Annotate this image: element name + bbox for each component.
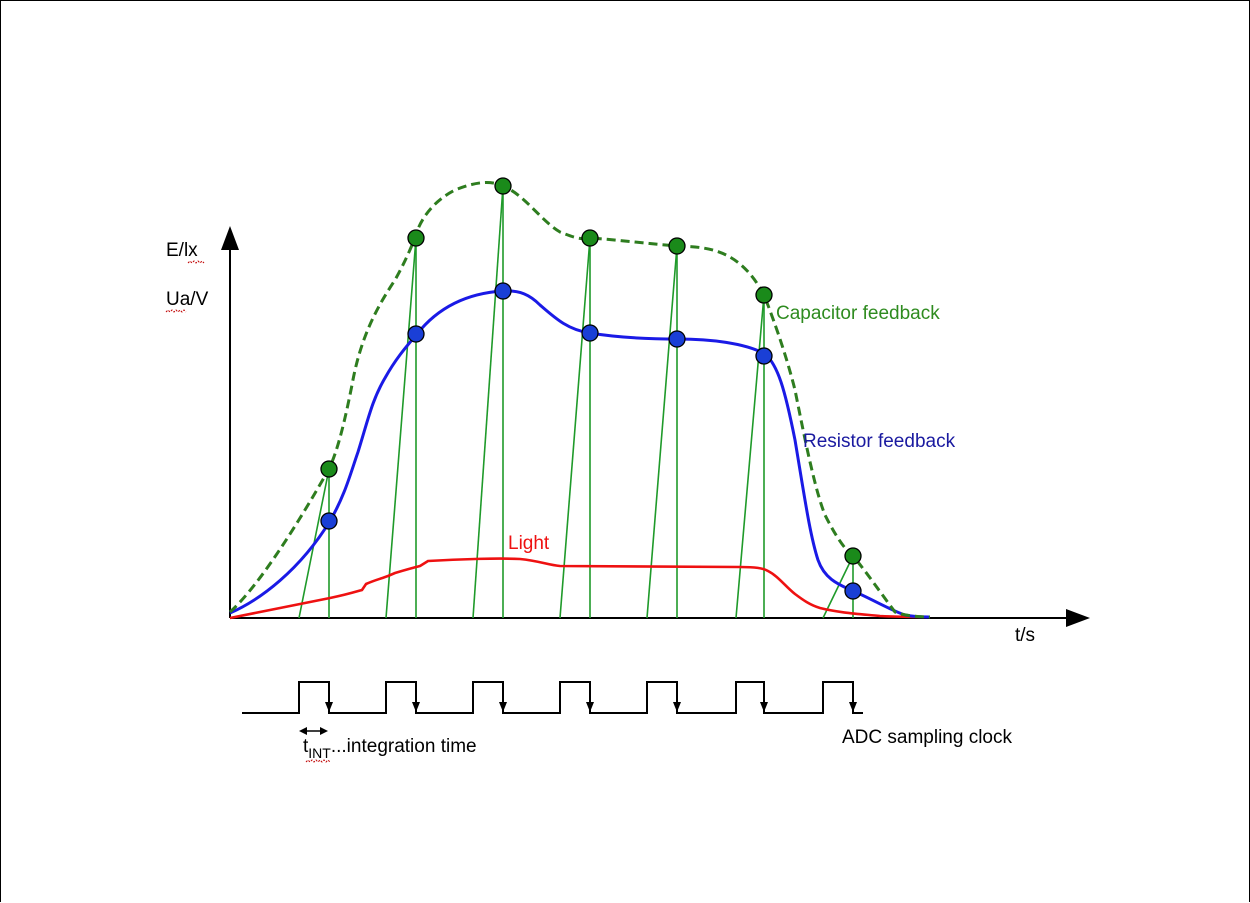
- y-axis-arrowhead: [221, 226, 239, 250]
- light-label: Light: [508, 533, 550, 554]
- clock-edge-arrow: [760, 702, 768, 712]
- sample-marker-blue: [668, 330, 686, 348]
- integration-ramp: [559, 237, 591, 619]
- sample-marker-blue: [755, 347, 773, 365]
- sample-marker-blue: [581, 324, 599, 342]
- tint-label-t: t: [303, 736, 309, 757]
- x-axis-arrowhead: [1066, 609, 1090, 627]
- tint-label-text: ...integration time: [331, 736, 477, 757]
- sample-marker-blue: [494, 282, 512, 300]
- clock-edge-arrow: [673, 702, 681, 712]
- integration-ramp: [822, 555, 854, 619]
- light-curve: [229, 557, 931, 620]
- capacitor-feedback-label: Capacitor feedback: [776, 303, 940, 324]
- adc-clock-arrows: [325, 702, 857, 712]
- clock-edge-arrow: [325, 702, 333, 712]
- clock-edge-arrow: [412, 702, 420, 712]
- resistor-feedback-label: Resistor feedback: [803, 431, 956, 452]
- sample-marker-green: [494, 177, 512, 195]
- y-axis-label-top: E/lx: [166, 240, 198, 261]
- adc-clock-waveform: [242, 681, 863, 714]
- adc-clock-label: ADC sampling clock: [842, 727, 1012, 748]
- sample-marker-blue: [844, 582, 862, 600]
- sample-marker-blue: [407, 325, 425, 343]
- x-axis-label: t/s: [1015, 625, 1035, 646]
- capacitor-curve: [228, 181, 931, 619]
- integration-ramps: [298, 185, 854, 619]
- sample-markers: [320, 177, 862, 600]
- sample-marker-green: [755, 286, 773, 304]
- adc-clock: [242, 681, 863, 714]
- y-axis-label-bottom: Ua/V: [166, 289, 209, 310]
- spell-squiggle: [305, 759, 331, 763]
- clock-edge-arrow: [499, 702, 507, 712]
- integration-ramp: [646, 245, 678, 619]
- sample-marker-blue: [320, 512, 338, 530]
- clock-edge-arrow: [586, 702, 594, 712]
- integration-ramp: [385, 237, 417, 619]
- clock-edge-arrow: [849, 702, 857, 712]
- tint-label: tINT...integration time: [303, 736, 477, 761]
- sample-marker-green: [581, 229, 599, 247]
- sample-marker-green: [407, 229, 425, 247]
- sample-marker-green: [844, 547, 862, 565]
- tint-label-sub: INT: [308, 745, 331, 761]
- sample-marker-green: [668, 237, 686, 255]
- integration-ramp: [472, 185, 504, 619]
- spell-squiggle: [187, 260, 205, 264]
- sample-marker-green: [320, 460, 338, 478]
- tint-arrow: [299, 727, 328, 735]
- spell-squiggle: [165, 309, 187, 313]
